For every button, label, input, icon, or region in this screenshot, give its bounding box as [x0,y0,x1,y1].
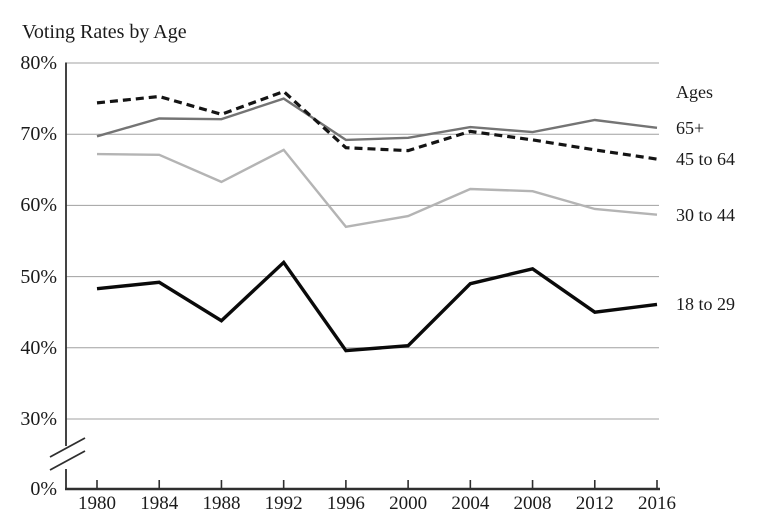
axis-break-mark [49,437,86,458]
axis-break-mark [49,450,86,471]
series-line-45-to-64 [96,89,658,161]
series-line-30-to-44 [96,148,658,229]
series-line-65 [96,97,658,142]
chart-title: Voting Rates by Age [22,21,187,43]
series-line-18-to-29 [96,259,658,353]
